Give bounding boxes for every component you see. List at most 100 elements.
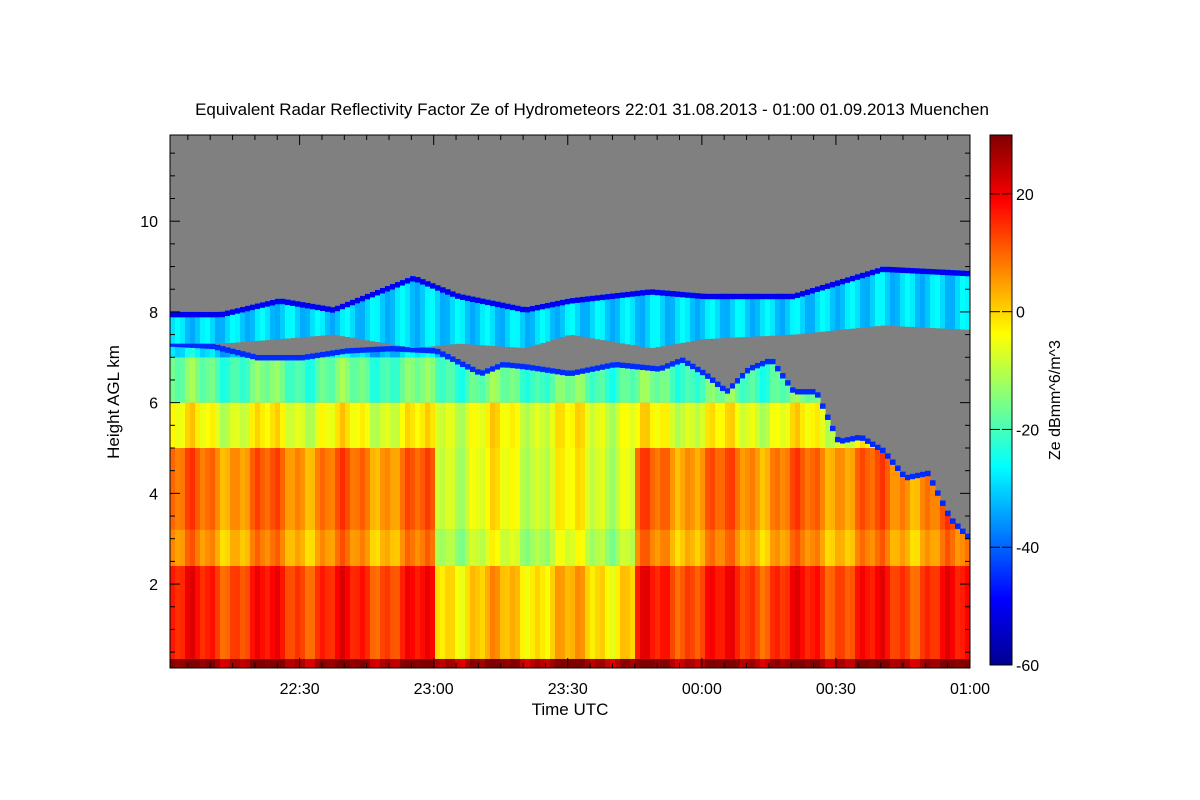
field-cell	[810, 402, 816, 448]
field-column	[740, 293, 746, 668]
field-cell	[795, 447, 801, 530]
upper-layer-cell	[915, 268, 921, 328]
field-cell	[760, 658, 766, 668]
field-cell	[395, 357, 401, 403]
upper-layer-cell	[300, 302, 306, 338]
field-cell	[195, 658, 201, 668]
field-cell	[960, 529, 966, 566]
upper-layer-edge	[385, 286, 391, 292]
field-cell	[825, 447, 831, 530]
field-cell	[850, 447, 856, 530]
field-cell	[655, 529, 661, 566]
field-cell	[175, 402, 181, 448]
field-column	[435, 285, 441, 668]
echo-edge	[830, 425, 836, 432]
field-cell	[805, 658, 811, 668]
field-cell	[870, 529, 876, 566]
echo-edge	[715, 381, 721, 388]
upper-layer-edge	[820, 285, 826, 291]
upper-layer-edge	[915, 268, 921, 274]
field-cell	[810, 529, 816, 566]
echo-edge	[270, 355, 276, 361]
echo-edge	[465, 364, 471, 370]
field-cell	[735, 447, 741, 530]
echo-edge	[355, 347, 361, 354]
field-cell	[250, 402, 256, 448]
field-cell	[270, 529, 276, 566]
upper-layer-edge	[670, 291, 676, 297]
upper-layer-edge	[900, 267, 906, 273]
field-cell	[350, 402, 356, 448]
field-cell	[945, 565, 951, 659]
upper-layer-edge	[440, 287, 446, 293]
field-cell	[195, 565, 201, 659]
field-cell	[770, 402, 776, 448]
upper-layer-edge	[535, 304, 541, 311]
field-cell	[545, 565, 551, 659]
upper-layer-cell	[250, 304, 256, 342]
field-cell	[405, 529, 411, 566]
echo-edge	[435, 348, 441, 355]
field-cell	[375, 658, 381, 668]
field-cell	[940, 500, 946, 530]
field-column	[175, 311, 181, 668]
upper-layer-edge	[860, 272, 866, 279]
field-cell	[745, 658, 751, 668]
field-cell	[370, 565, 376, 659]
field-cell	[720, 385, 726, 403]
upper-layer-cell	[390, 284, 396, 345]
upper-layer-edge	[725, 293, 731, 300]
field-cell	[785, 565, 791, 659]
field-cell	[545, 529, 551, 566]
x-axis-label: Time UTC	[532, 700, 609, 719]
field-cell	[615, 362, 621, 403]
upper-layer-edge	[850, 275, 856, 282]
field-cell	[180, 447, 186, 530]
field-cell	[515, 402, 521, 448]
upper-layer-cell	[500, 302, 506, 347]
field-cell	[455, 402, 461, 448]
field-cell	[350, 565, 356, 659]
upper-layer-edge	[920, 268, 926, 274]
upper-layer-edge	[265, 301, 271, 307]
field-cell	[455, 447, 461, 530]
field-cell	[605, 402, 611, 448]
field-cell	[575, 565, 581, 659]
upper-layer-cell	[865, 271, 871, 328]
field-cell	[200, 343, 206, 358]
field-cell	[940, 565, 946, 659]
field-cell	[565, 447, 571, 530]
field-cell	[375, 529, 381, 566]
upper-layer-cell	[485, 299, 491, 346]
field-cell	[360, 447, 366, 530]
field-cell	[690, 447, 696, 530]
field-cell	[755, 658, 761, 668]
upper-layer-cell	[615, 292, 621, 343]
echo-edge	[425, 347, 431, 354]
field-cell	[675, 359, 681, 403]
field-cell	[210, 565, 216, 659]
field-column	[920, 268, 926, 668]
field-cell	[745, 565, 751, 659]
upper-layer-cell	[190, 311, 196, 344]
field-cell	[440, 565, 446, 659]
upper-layer-edge	[620, 292, 626, 298]
field-cell	[265, 357, 271, 403]
upper-layer-cell	[675, 291, 681, 344]
field-cell	[900, 529, 906, 566]
field-cell	[230, 529, 236, 566]
field-cell	[265, 529, 271, 566]
field-column	[540, 303, 546, 668]
upper-layer-edge	[380, 287, 386, 294]
field-cell	[785, 658, 791, 668]
field-cell	[765, 565, 771, 659]
field-cell	[805, 389, 811, 403]
field-cell	[870, 565, 876, 659]
field-cell	[555, 368, 561, 403]
field-cell	[500, 529, 506, 566]
field-cell	[760, 402, 766, 448]
field-cell	[720, 402, 726, 448]
field-cell	[880, 565, 886, 659]
field-cell	[330, 447, 336, 530]
field-column	[345, 301, 351, 668]
